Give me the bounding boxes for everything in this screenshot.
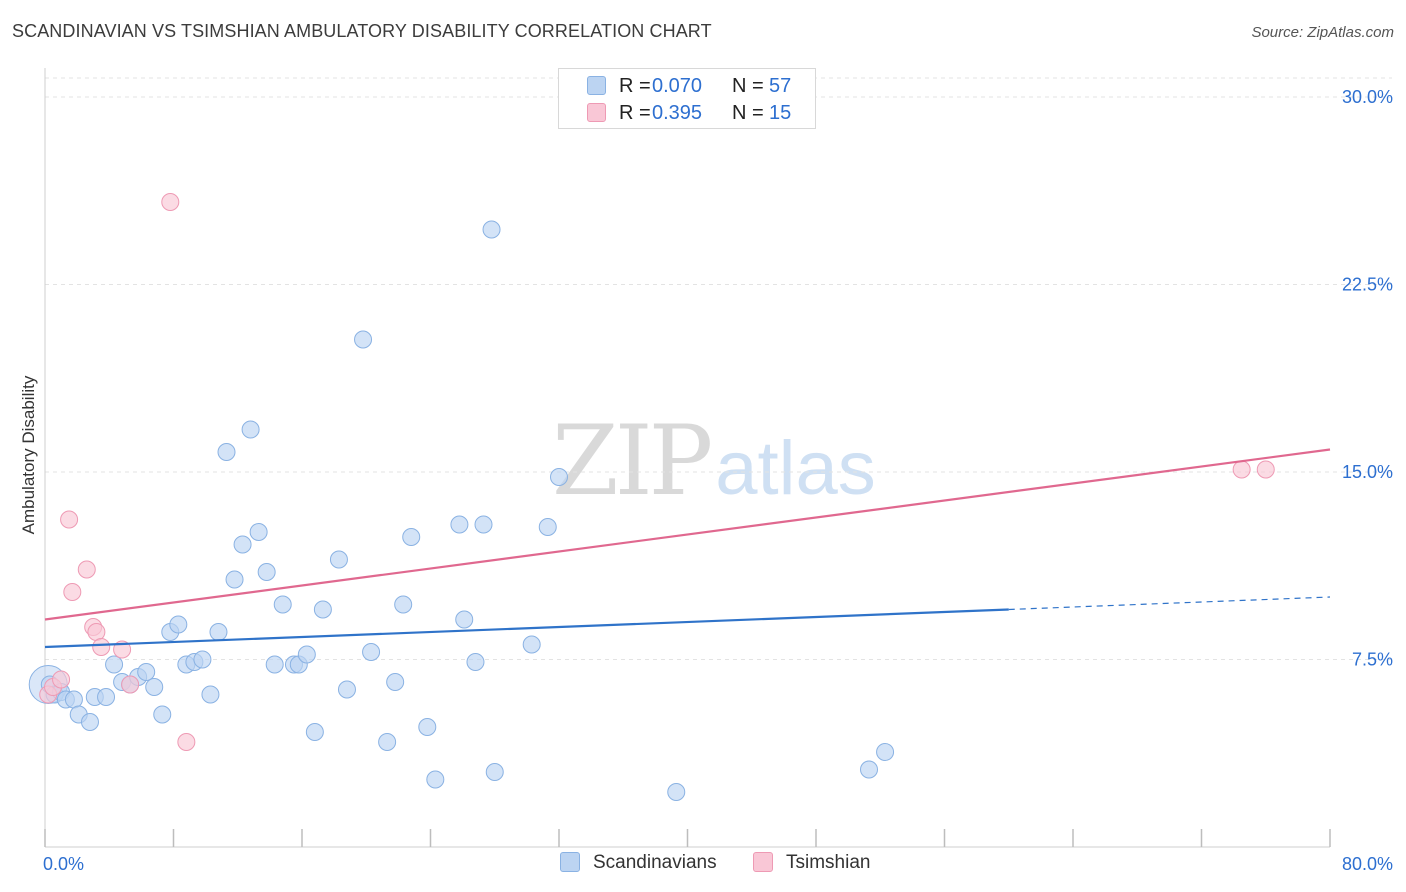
y-tick-label: 7.5%: [1352, 650, 1393, 670]
scandinavian-point: [354, 330, 373, 349]
x-tick-label: 80.0%: [1342, 854, 1393, 874]
scandinavian-point: [860, 760, 879, 779]
legend-r-label: R =: [619, 75, 651, 97]
scandinavian-point: [80, 713, 99, 731]
scandinavian-point: [550, 468, 568, 486]
scandinavian-point: [297, 645, 316, 664]
tsimshian-point: [60, 510, 79, 529]
scandinavian-point: [105, 655, 124, 674]
scandinavian-point: [209, 623, 228, 641]
y-axis-label: Ambulatory Disability: [19, 375, 38, 535]
scandinavian-point: [137, 663, 156, 681]
tsimshian-point: [77, 560, 96, 579]
y-tick-label: 22.5%: [1342, 275, 1393, 295]
chart-title: SCANDINAVIAN VS TSIMSHIAN AMBULATORY DIS…: [12, 21, 712, 41]
y-tick-label: 30.0%: [1342, 87, 1393, 107]
scandinavian-point: [273, 595, 292, 614]
legend-row-scandinavians: R = 0.070 N = 57: [559, 73, 815, 101]
scandinavian-point: [313, 600, 332, 619]
scandinavian-point: [329, 550, 348, 569]
scandinavian-point: [386, 673, 405, 691]
scandinavian-point: [450, 515, 469, 534]
scandinavian-point: [249, 523, 268, 541]
legend-r-label: R =: [619, 102, 651, 124]
scandinavian-point: [362, 643, 381, 661]
scandinavian-point: [474, 515, 493, 534]
tsimshian-point: [177, 733, 196, 751]
scandinavian-point: [402, 528, 421, 546]
scandinavian-point: [145, 678, 164, 696]
legend-n-value: 15: [769, 102, 792, 124]
x-tick-label: 0.0%: [43, 854, 84, 874]
tsimshian-trend-line: [44, 448, 1331, 621]
legend-r-value: 0.395: [652, 102, 703, 124]
tsimshian-point: [1232, 460, 1251, 479]
scandinavian-point: [153, 705, 172, 724]
legend-swatch-pink: [587, 103, 606, 122]
tsimshian-point: [87, 623, 106, 641]
legend-r-value: 0.070: [652, 75, 703, 97]
scandinavian-point: [485, 763, 504, 781]
scandinavian-point: [522, 635, 541, 654]
scandinavian-point: [265, 655, 284, 674]
y-tick-label: 15.0%: [1342, 462, 1393, 482]
scandinavian-point: [225, 570, 244, 589]
scandinavian-point: [233, 535, 252, 554]
tsimshian-point: [52, 670, 71, 689]
correlation-legend: R = 0.070 N = 57 R = 0.395 N = 15: [558, 68, 816, 129]
legend-row-tsimshian: R = 0.395 N = 15: [559, 100, 815, 128]
scandinavian-point: [667, 783, 686, 801]
scandinavian-point: [482, 220, 501, 239]
source-label: Source: ZipAtlas.com: [1251, 24, 1394, 41]
scandinavian-point: [193, 650, 212, 669]
scandinavian-point: [538, 518, 557, 536]
scandinavian-point: [217, 443, 236, 461]
scandinavian-point: [257, 563, 276, 581]
tsimshian-point: [161, 193, 180, 211]
scandinavian-point: [876, 743, 895, 761]
scandinavian-point: [64, 690, 83, 709]
legend-swatch-blue: [587, 76, 606, 95]
legend-n-label: N =: [732, 75, 764, 97]
scandinavian-point: [201, 685, 220, 704]
tsimshian-point: [1256, 460, 1275, 479]
scandinavian-point: [97, 688, 116, 706]
scandinavian-point: [394, 595, 413, 614]
tsimshian-point: [121, 675, 140, 694]
scandinavian-point: [418, 718, 437, 736]
scandinavian-point: [305, 723, 324, 741]
scandinavian-point: [455, 610, 474, 629]
scandinavian-point: [337, 680, 356, 699]
scandinavian-point: [426, 770, 445, 789]
legend-swatch-pink: [753, 852, 773, 872]
legend-label-scandinavians: Scandinavians: [593, 852, 717, 873]
legend-n-label: N =: [732, 102, 764, 124]
scandinavian-trend-extension: [1008, 596, 1331, 611]
scandinavian-point: [378, 733, 397, 751]
legend-n-value: 57: [769, 75, 792, 97]
tsimshian-point: [92, 638, 111, 656]
scandinavian-point: [169, 615, 188, 634]
legend-label-tsimshian: Tsimshian: [786, 852, 871, 873]
scandinavian-point: [241, 420, 260, 439]
legend-swatch-blue: [560, 852, 580, 872]
scandinavian-point: [466, 653, 485, 671]
tsimshian-point: [63, 583, 82, 601]
scandinavian-trend-line: [44, 608, 1009, 649]
